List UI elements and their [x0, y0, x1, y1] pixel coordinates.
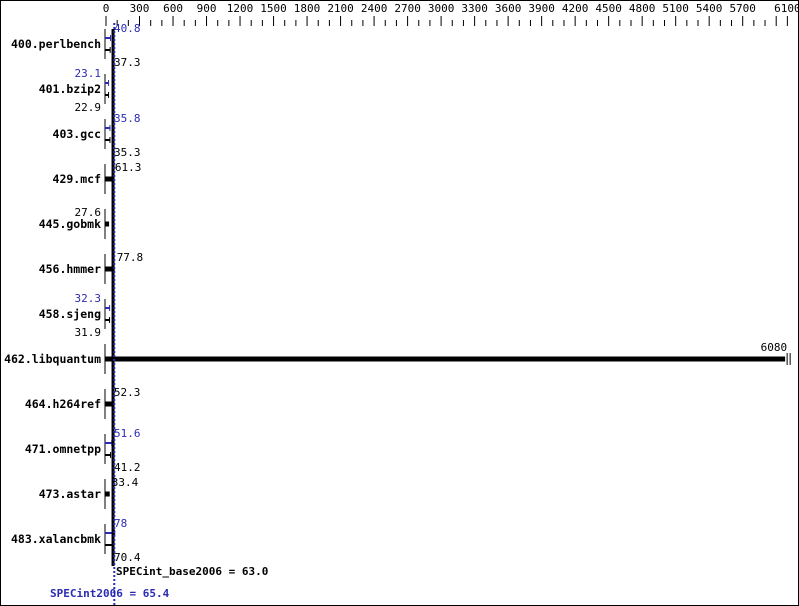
x-tick-label: 1200: [227, 2, 254, 15]
x-tick-label: 1500: [260, 2, 287, 15]
benchmark-label: 458.sjeng: [39, 307, 101, 321]
base-bar: [105, 266, 115, 272]
base-bar: [105, 401, 112, 407]
benchmark-label: 464.h264ref: [25, 397, 101, 411]
x-tick-label: 2700: [394, 2, 421, 15]
peak-mean-label: SPECint2006 = 65.4: [50, 587, 170, 600]
x-tick-label: 4500: [595, 2, 622, 15]
base-value-label: 22.9: [75, 101, 102, 114]
peak-value-label: 32.3: [75, 292, 102, 305]
x-tick-label: 4800: [629, 2, 656, 15]
x-tick-label: 3300: [461, 2, 488, 15]
base-value-label: 35.3: [114, 146, 141, 159]
x-tick-label: 600: [163, 2, 183, 15]
benchmark-label: 471.omnetpp: [25, 442, 101, 456]
base-bar: [105, 491, 110, 497]
base-mean-label: SPECint_base2006 = 63.0: [116, 565, 268, 578]
x-tick-label: 5400: [696, 2, 723, 15]
base-value-label: 33.4: [112, 476, 139, 489]
x-tick-label: 2100: [327, 2, 354, 15]
base-value-label: 6080: [761, 341, 788, 354]
base-bar: [105, 356, 786, 362]
x-tick-label: 0: [103, 2, 110, 15]
x-tick-label: 2400: [361, 2, 388, 15]
x-tick-label: 1800: [294, 2, 321, 15]
benchmark-label: 462.libquantum: [4, 352, 101, 366]
benchmark-label: 401.bzip2: [39, 82, 101, 96]
benchmark-label: 403.gcc: [53, 127, 101, 141]
peak-value-label: 51.6: [114, 427, 141, 440]
benchmark-label: 429.mcf: [53, 172, 102, 186]
x-tick-label: 5700: [729, 2, 756, 15]
peak-value-label: 35.8: [114, 112, 141, 125]
base-bar: [105, 176, 113, 182]
benchmark-label: 400.perlbench: [11, 37, 101, 51]
x-tick-label: 4200: [562, 2, 589, 15]
base-value-label: 27.6: [75, 206, 102, 219]
peak-value-label: 23.1: [75, 67, 102, 80]
benchmark-label: 483.xalancbmk: [11, 532, 101, 546]
x-tick-label: 3900: [528, 2, 555, 15]
base-bar: [105, 221, 110, 227]
base-value-label: 37.3: [114, 56, 141, 69]
x-tick-label: 5100: [662, 2, 689, 15]
benchmark-label: 445.gobmk: [39, 217, 101, 231]
benchmark-label: 473.astar: [39, 487, 101, 501]
base-value-label: 41.2: [114, 461, 141, 474]
peak-value-label: 40.8: [114, 22, 141, 35]
x-tick-label: 6100: [774, 2, 798, 15]
peak-value-label: 78: [114, 517, 127, 530]
x-tick-label: 900: [197, 2, 217, 15]
base-value-label: 70.4: [114, 551, 141, 564]
base-value-label: 52.3: [114, 386, 141, 399]
x-tick-label: 300: [130, 2, 150, 15]
x-tick-label: 3000: [428, 2, 455, 15]
base-value-label: 77.8: [117, 251, 144, 264]
benchmark-label: 456.hmmer: [39, 262, 101, 276]
base-value-label: 31.9: [75, 326, 102, 339]
x-tick-label: 3600: [495, 2, 522, 15]
base-value-label: 61.3: [115, 161, 142, 174]
